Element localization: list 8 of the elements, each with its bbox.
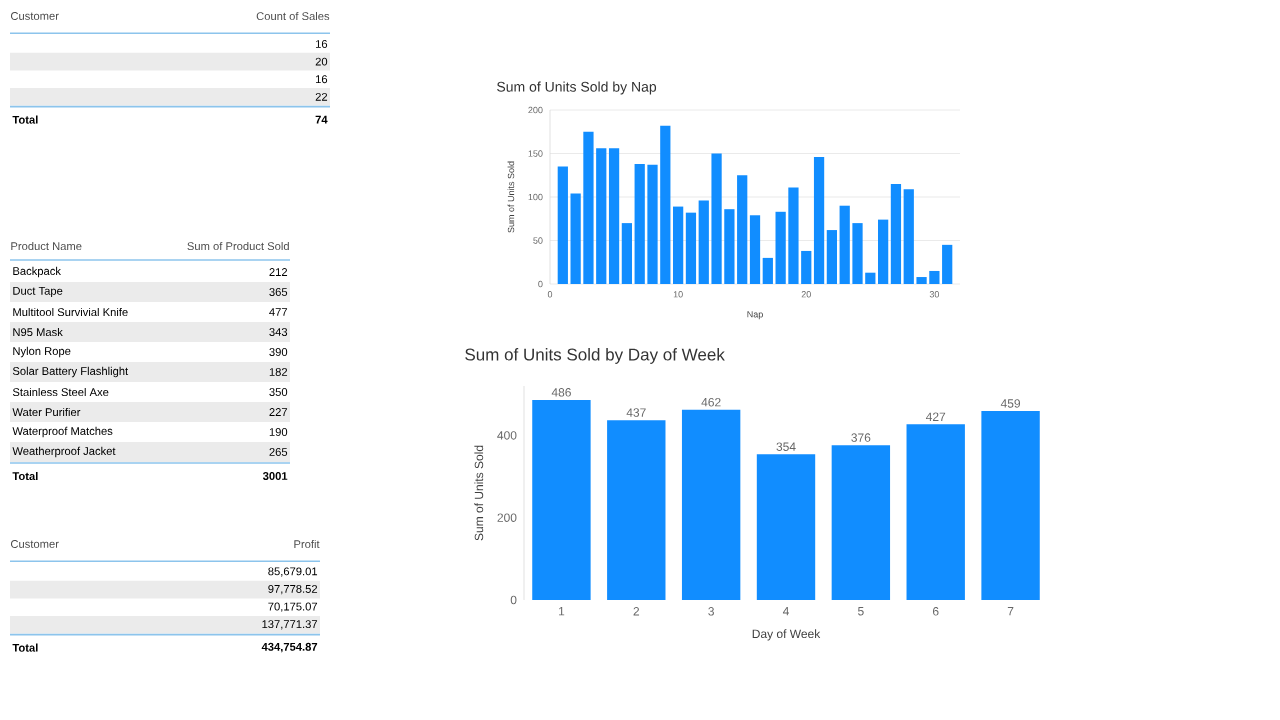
bar [681, 409, 741, 600]
bar [906, 424, 965, 600]
chart-title: Sum of Units Sold by Day of Week [465, 348, 725, 364]
bar [831, 445, 891, 600]
bar [607, 420, 666, 600]
bar [756, 454, 816, 600]
bar [532, 400, 591, 600]
bar [981, 411, 1040, 600]
